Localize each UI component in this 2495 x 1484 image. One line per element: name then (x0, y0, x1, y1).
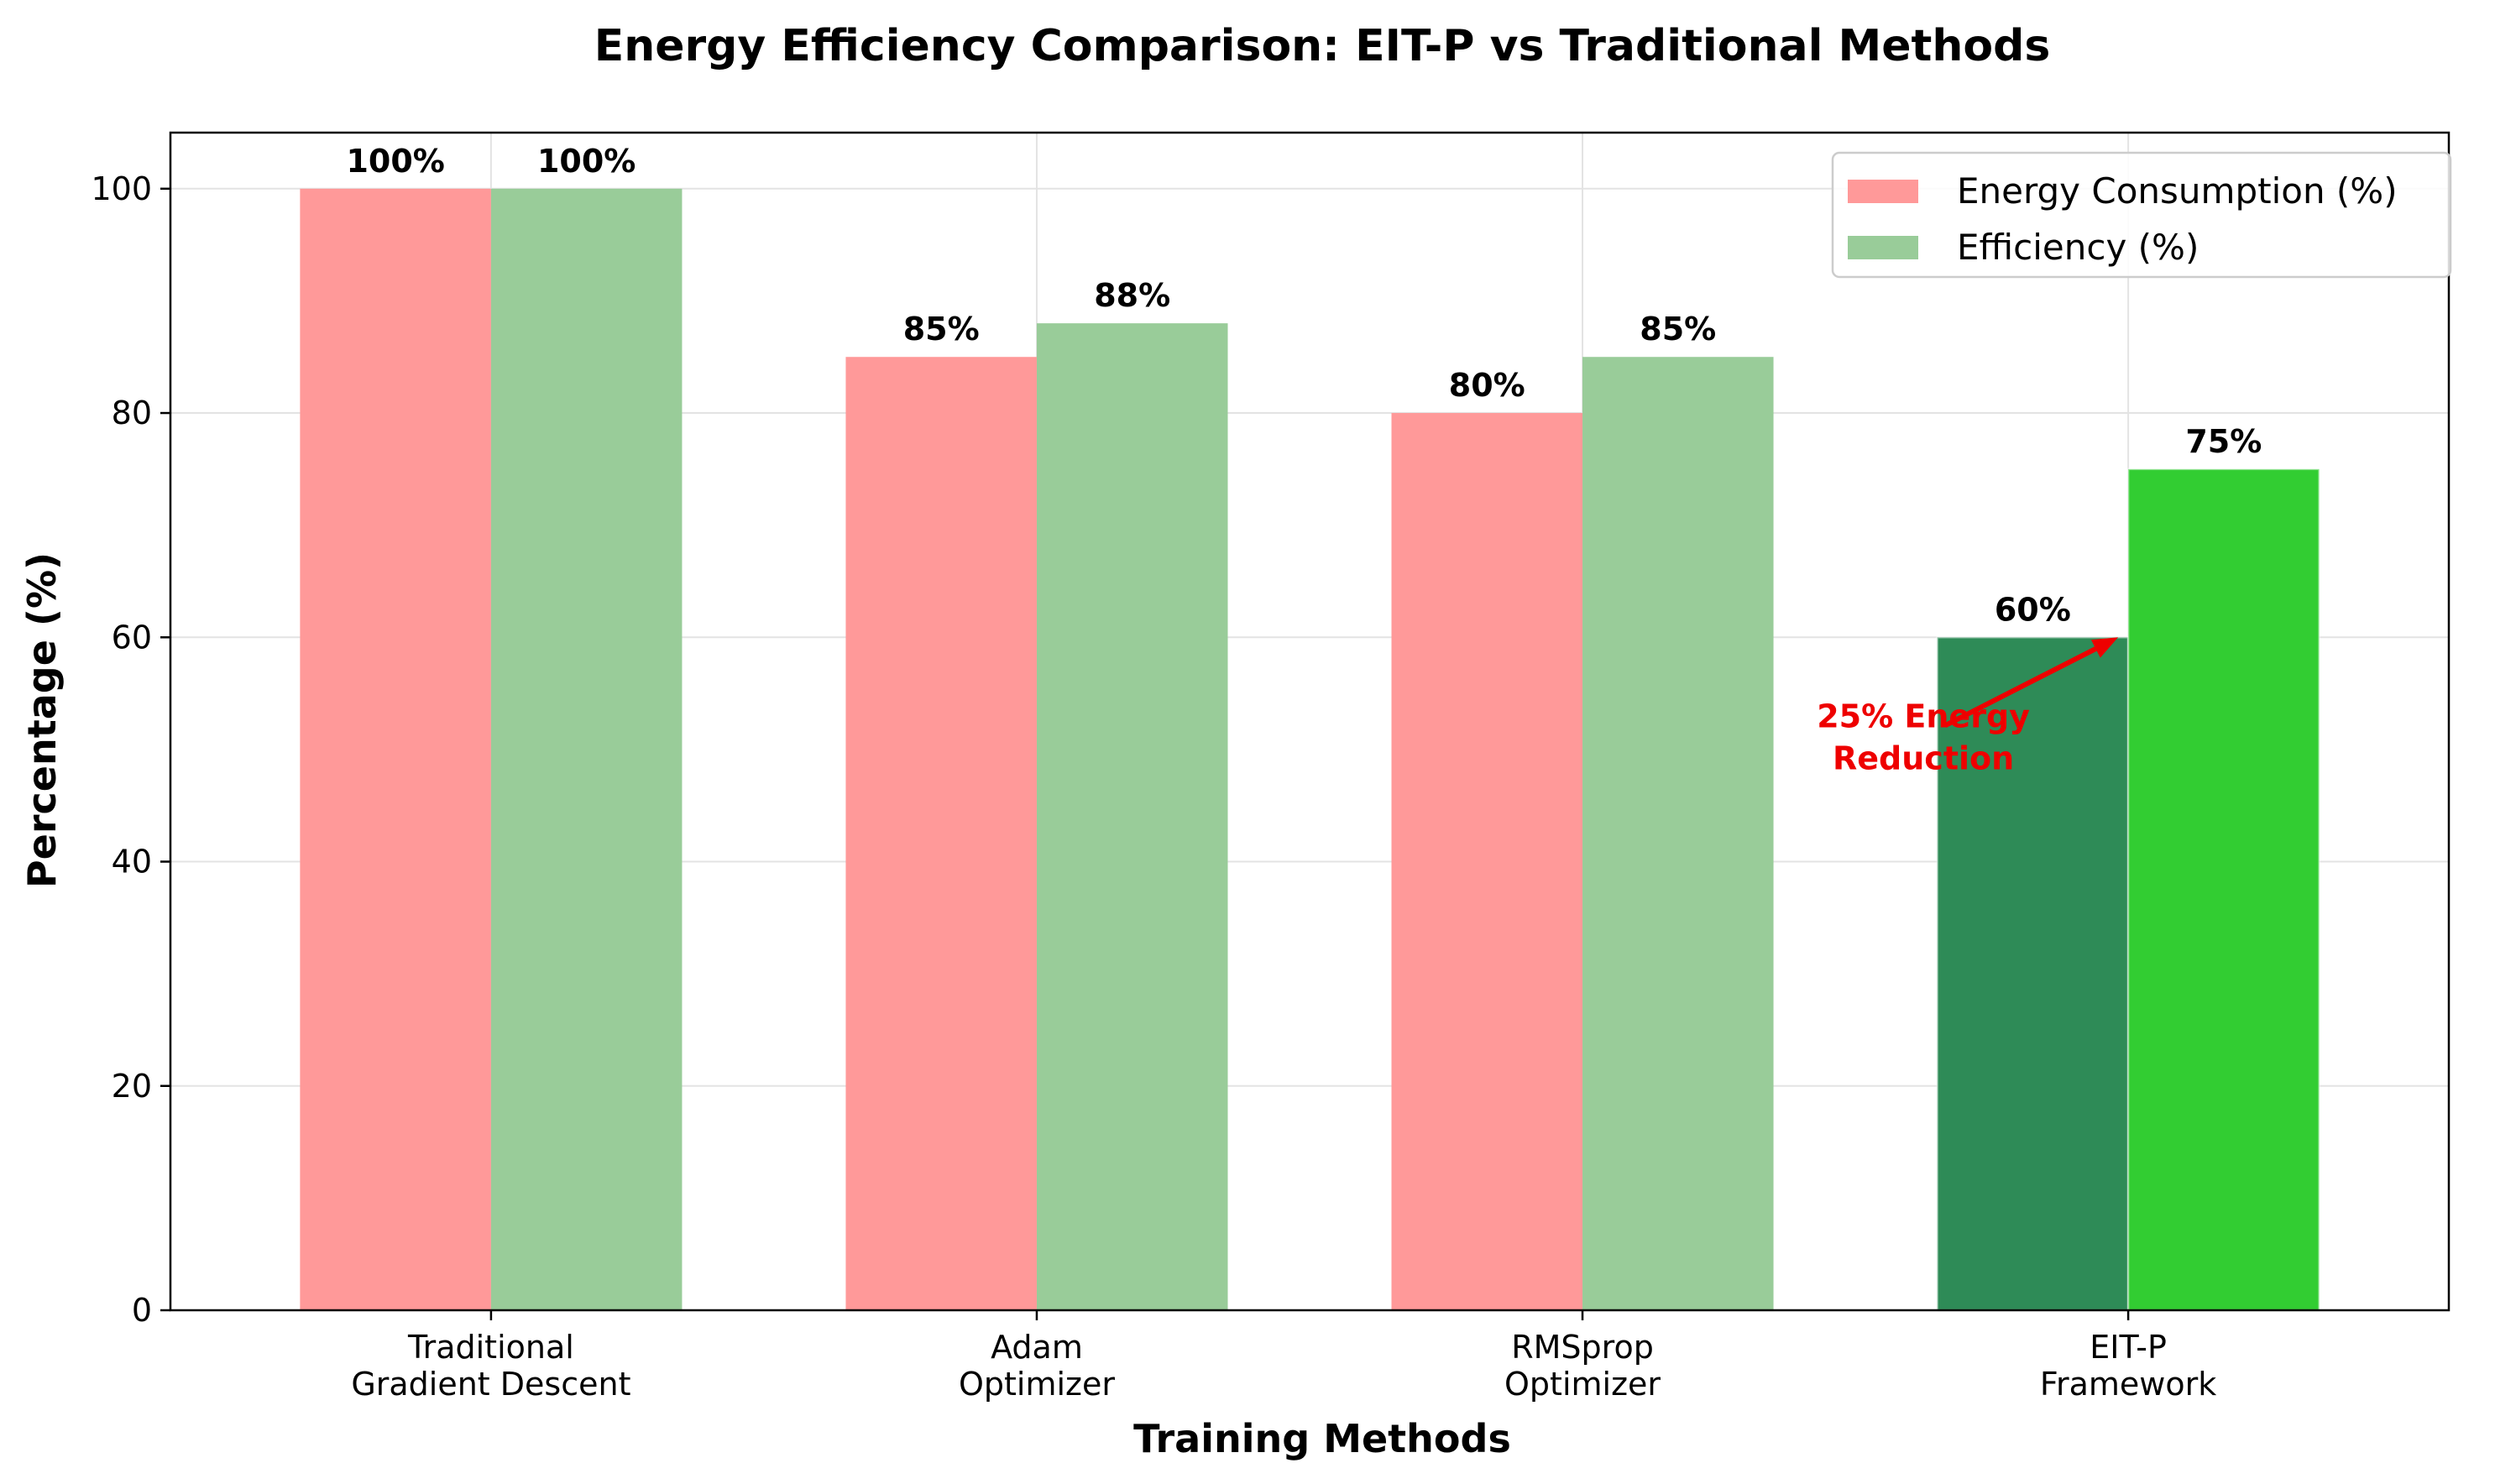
bar-efficiency (490, 188, 683, 1310)
x-tick-label: RMSprop (1511, 1329, 1654, 1366)
data-label: 60% (1995, 591, 2071, 628)
x-axis-label: Training Methods (1133, 1416, 1511, 1461)
bar-energy-consumption (300, 188, 491, 1310)
x-tick-label: Adam (991, 1329, 1083, 1366)
bars (300, 188, 2320, 1312)
annotation-text: 25% Energy (1817, 698, 2030, 734)
y-axis-label: Percentage (%) (19, 552, 65, 888)
data-label: 85% (903, 311, 980, 347)
x-tick-label: EIT-P (2090, 1329, 2167, 1366)
x-tick-label: Optimizer (959, 1366, 1115, 1403)
x-tick-label: Framework (2040, 1366, 2216, 1403)
bar-energy-consumption (1391, 413, 1583, 1310)
value-labels: 100% 85% 80% 60% 100% 88% 85% 75% (346, 143, 2262, 628)
legend-box (1831, 151, 2452, 279)
legend-label: Efficiency (%) (1957, 227, 2199, 268)
data-label: 80% (1449, 367, 1525, 404)
x-tick-label: Gradient Descent (351, 1366, 630, 1403)
data-label: 75% (2185, 423, 2262, 460)
y-axis: 0 20 40 60 80 100 (91, 170, 170, 1329)
energy-reduction-annotation: 25% Energy Reduction (1817, 637, 2119, 776)
y-tick-label: 100 (91, 170, 152, 207)
bar-efficiency (1582, 357, 1774, 1311)
chart-title: Energy Efficiency Comparison: EIT-P vs T… (594, 21, 2051, 71)
y-tick-label: 0 (132, 1292, 152, 1329)
y-tick-label: 60 (112, 619, 152, 656)
legend-label: Energy Consumption (%) (1957, 170, 2398, 212)
legend-swatch (1848, 236, 1918, 259)
annotation-arrow-shaft (1943, 646, 2097, 728)
y-tick-label: 80 (112, 395, 152, 431)
data-label: 100% (537, 143, 636, 180)
bar-energy-consumption (845, 357, 1037, 1311)
y-tick-label: 20 (112, 1068, 152, 1105)
plot-frame (169, 131, 2451, 1312)
bar-efficiency (2126, 468, 2320, 1312)
x-tick-label: Optimizer (1504, 1366, 1661, 1403)
data-label: 85% (1640, 311, 1716, 347)
legend: Energy Consumption (%) Efficiency (%) (1831, 151, 2452, 279)
legend-swatch (1848, 180, 1918, 203)
bar-energy-consumption (1936, 636, 2130, 1312)
y-tick-label: 40 (112, 844, 152, 880)
bar-efficiency (1036, 323, 1228, 1311)
data-label: 100% (346, 143, 444, 180)
data-label: 88% (1094, 277, 1170, 314)
annotation-arrow-head (2090, 637, 2119, 658)
x-tick-label: Traditional (407, 1329, 574, 1366)
annotation-text: Reduction (1833, 739, 2014, 776)
